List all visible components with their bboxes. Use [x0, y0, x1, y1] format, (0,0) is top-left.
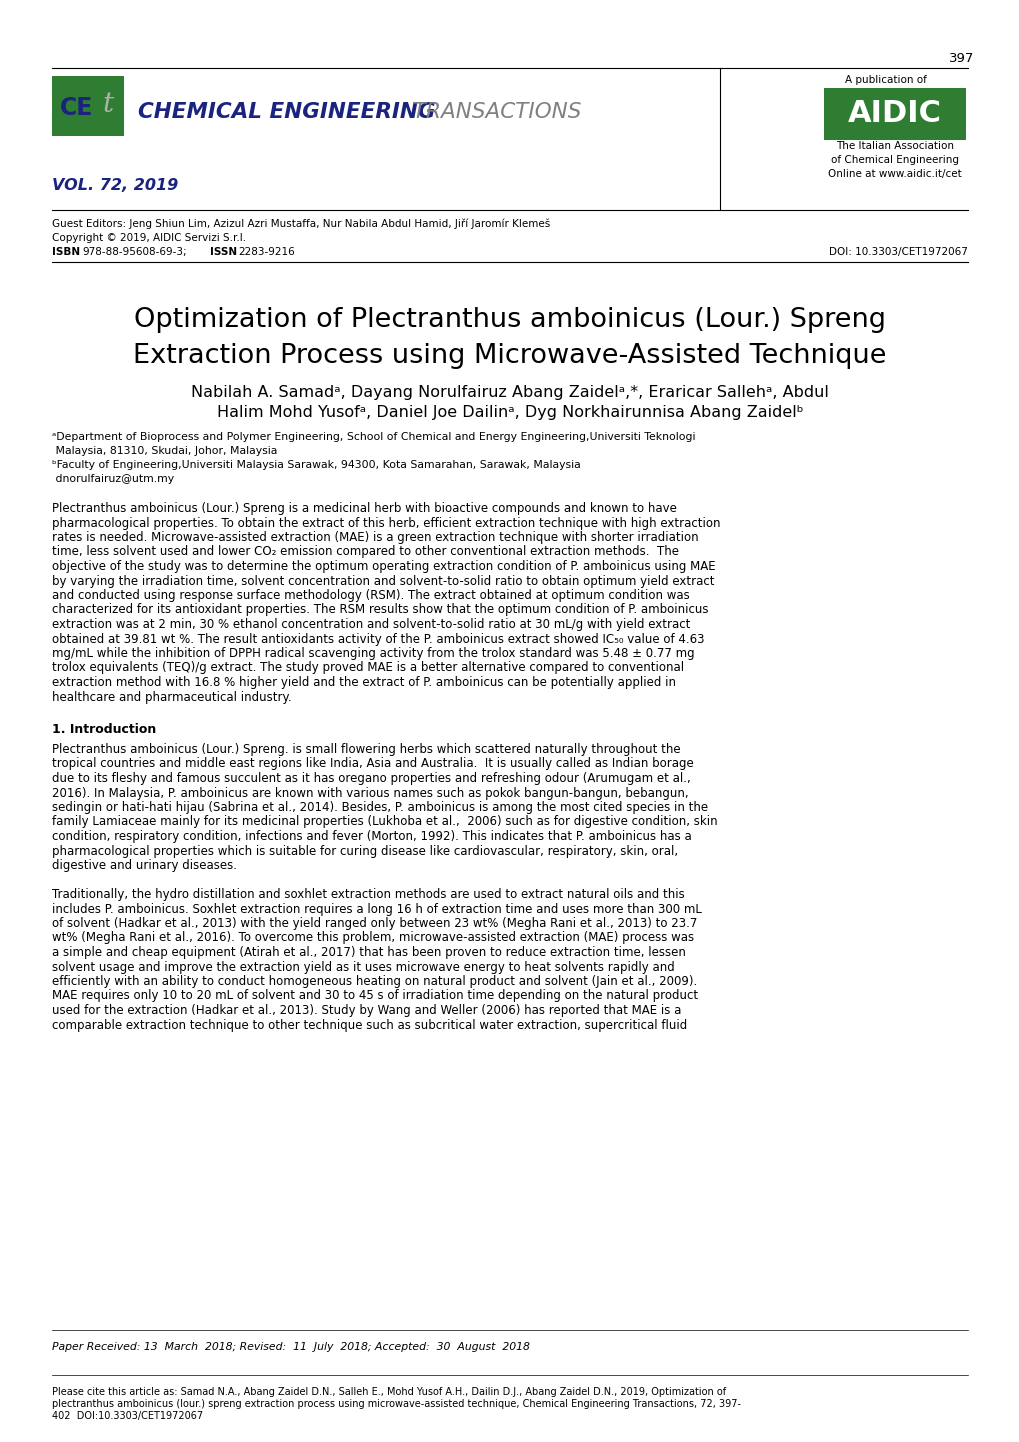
Text: time, less solvent used and lower CO₂ emission compared to other conventional ex: time, less solvent used and lower CO₂ em…	[52, 545, 679, 558]
Text: Guest Editors: Jeng Shiun Lim, Azizul Azri Mustaffa, Nur Nabila Abdul Hamid, Jiř: Guest Editors: Jeng Shiun Lim, Azizul Az…	[52, 219, 549, 229]
Text: trolox equivalents (TEQ)/g extract. The study proved MAE is a better alternative: trolox equivalents (TEQ)/g extract. The …	[52, 662, 684, 675]
Text: pharmacological properties. To obtain the extract of this herb, efficient extrac: pharmacological properties. To obtain th…	[52, 516, 719, 529]
Text: tropical countries and middle east regions like India, Asia and Australia.  It i: tropical countries and middle east regio…	[52, 757, 693, 770]
Text: plectranthus amboinicus (lour.) spreng extraction process using microwave-assist: plectranthus amboinicus (lour.) spreng e…	[52, 1399, 740, 1409]
Text: extraction method with 16.8 % higher yield and the extract of P. amboinicus can : extraction method with 16.8 % higher yie…	[52, 676, 676, 689]
Text: includes P. amboinicus. Soxhlet extraction requires a long 16 h of extraction ti: includes P. amboinicus. Soxhlet extracti…	[52, 903, 701, 916]
Text: Plectranthus amboinicus (Lour.) Spreng. is small flowering herbs which scattered: Plectranthus amboinicus (Lour.) Spreng. …	[52, 743, 680, 756]
Text: TRANSACTIONS: TRANSACTIONS	[406, 102, 581, 123]
Text: ISBN: ISBN	[52, 247, 81, 257]
Text: DOI: 10.3303/CET1972067: DOI: 10.3303/CET1972067	[828, 247, 967, 257]
Text: Nabilah A. Samadᵃ, Dayang Norulfairuz Abang Zaidelᵃ,*, Eraricar Sallehᵃ, Abdul: Nabilah A. Samadᵃ, Dayang Norulfairuz Ab…	[191, 385, 828, 401]
Text: CE: CE	[60, 97, 94, 120]
Text: family Lamiaceae mainly for its medicinal properties (Lukhoba et al.,  2006) suc: family Lamiaceae mainly for its medicina…	[52, 816, 717, 829]
Text: efficiently with an ability to conduct homogeneous heating on natural product an: efficiently with an ability to conduct h…	[52, 975, 697, 988]
Text: 397: 397	[949, 52, 974, 65]
Text: 402  DOI:10.3303/CET1972067: 402 DOI:10.3303/CET1972067	[52, 1412, 203, 1420]
Text: mg/mL while the inhibition of DPPH radical scavenging activity from the trolox s: mg/mL while the inhibition of DPPH radic…	[52, 647, 694, 660]
Text: Halim Mohd Yusofᵃ, Daniel Joe Dailinᵃ, Dyg Norkhairunnisa Abang Zaidelᵇ: Halim Mohd Yusofᵃ, Daniel Joe Dailinᵃ, D…	[216, 405, 803, 421]
Text: and conducted using response surface methodology (RSM). The extract obtained at : and conducted using response surface met…	[52, 588, 689, 601]
Text: Traditionally, the hydro distillation and soxhlet extraction methods are used to: Traditionally, the hydro distillation an…	[52, 888, 684, 901]
Text: Optimization of Plectranthus amboinicus (Lour.) Spreng: Optimization of Plectranthus amboinicus …	[133, 307, 886, 333]
Text: due to its fleshy and famous succulent as it has oregano properties and refreshi: due to its fleshy and famous succulent a…	[52, 771, 690, 784]
Text: AIDIC: AIDIC	[847, 99, 942, 128]
Text: sedingin or hati-hati hijau (Sabrina et al., 2014). Besides, P. amboinicus is am: sedingin or hati-hati hijau (Sabrina et …	[52, 800, 707, 813]
Text: CHEMICAL ENGINEERING: CHEMICAL ENGINEERING	[138, 102, 435, 123]
Text: Paper Received: 13  March  2018; Revised:  11  July  2018; Accepted:  30  August: Paper Received: 13 March 2018; Revised: …	[52, 1343, 529, 1353]
Text: ᵇFaculty of Engineering,Universiti Malaysia Sarawak, 94300, Kota Samarahan, Sara: ᵇFaculty of Engineering,Universiti Malay…	[52, 460, 580, 470]
Text: of solvent (Hadkar et al., 2013) with the yield ranged only between 23 wt% (Megh: of solvent (Hadkar et al., 2013) with th…	[52, 917, 697, 930]
Text: Malaysia, 81310, Skudai, Johor, Malaysia: Malaysia, 81310, Skudai, Johor, Malaysia	[52, 446, 277, 456]
Text: by varying the irradiation time, solvent concentration and solvent-to-solid rati: by varying the irradiation time, solvent…	[52, 574, 713, 587]
Text: objective of the study was to determine the optimum operating extraction conditi: objective of the study was to determine …	[52, 559, 715, 572]
Text: A publication of: A publication of	[844, 75, 926, 85]
Text: condition, respiratory condition, infections and fever (Morton, 1992). This indi: condition, respiratory condition, infect…	[52, 831, 691, 844]
Text: obtained at 39.81 wt %. The result antioxidants activity of the P. amboinicus ex: obtained at 39.81 wt %. The result antio…	[52, 633, 704, 646]
Text: Plectranthus amboinicus (Lour.) Spreng is a medicinal herb with bioactive compou: Plectranthus amboinicus (Lour.) Spreng i…	[52, 502, 677, 515]
Text: VOL. 72, 2019: VOL. 72, 2019	[52, 177, 178, 192]
Text: healthcare and pharmaceutical industry.: healthcare and pharmaceutical industry.	[52, 691, 291, 704]
Text: rates is needed. Microwave-assisted extraction (MAE) is a green extraction techn: rates is needed. Microwave-assisted extr…	[52, 531, 698, 544]
Text: wt% (Megha Rani et al., 2016). To overcome this problem, microwave-assisted extr: wt% (Megha Rani et al., 2016). To overco…	[52, 932, 694, 945]
Bar	[823, 88, 965, 140]
Text: ISSN: ISSN	[210, 247, 236, 257]
Text: a simple and cheap equipment (Atirah et al., 2017) that has been proven to reduc: a simple and cheap equipment (Atirah et …	[52, 946, 685, 959]
Text: 2016). In Malaysia, P. amboinicus are known with various names such as pokok ban: 2016). In Malaysia, P. amboinicus are kn…	[52, 786, 688, 799]
Text: Extraction Process using Microwave-Assisted Technique: Extraction Process using Microwave-Assis…	[133, 343, 886, 369]
Text: Please cite this article as: Samad N.A., Abang Zaidel D.N., Salleh E., Mohd Yuso: Please cite this article as: Samad N.A.,…	[52, 1387, 726, 1397]
Text: solvent usage and improve the extraction yield as it uses microwave energy to he: solvent usage and improve the extraction…	[52, 960, 675, 973]
Text: The Italian Association
of Chemical Engineering
Online at www.aidic.it/cet: The Italian Association of Chemical Engi…	[827, 141, 961, 179]
Text: comparable extraction technique to other technique such as subcritical water ext: comparable extraction technique to other…	[52, 1018, 687, 1031]
Bar	[52, 76, 124, 136]
Text: t: t	[102, 91, 113, 117]
Text: 2283-9216: 2283-9216	[237, 247, 294, 257]
Text: extraction was at 2 min, 30 % ethanol concentration and solvent-to-solid ratio a: extraction was at 2 min, 30 % ethanol co…	[52, 619, 690, 632]
Text: Copyright © 2019, AIDIC Servizi S.r.l.: Copyright © 2019, AIDIC Servizi S.r.l.	[52, 234, 246, 244]
Text: dnorulfairuz@utm.my: dnorulfairuz@utm.my	[52, 474, 174, 485]
Text: digestive and urinary diseases.: digestive and urinary diseases.	[52, 859, 236, 872]
Text: 1. Introduction: 1. Introduction	[52, 722, 156, 735]
Text: ᵃDepartment of Bioprocess and Polymer Engineering, School of Chemical and Energy: ᵃDepartment of Bioprocess and Polymer En…	[52, 433, 695, 443]
Text: pharmacological properties which is suitable for curing disease like cardiovascu: pharmacological properties which is suit…	[52, 845, 678, 858]
Text: 978-88-95608-69-3;: 978-88-95608-69-3;	[82, 247, 186, 257]
Text: used for the extraction (Hadkar et al., 2013). Study by Wang and Weller (2006) h: used for the extraction (Hadkar et al., …	[52, 1004, 681, 1017]
Text: characterized for its antioxidant properties. The RSM results show that the opti: characterized for its antioxidant proper…	[52, 604, 708, 617]
Text: MAE requires only 10 to 20 mL of solvent and 30 to 45 s of irradiation time depe: MAE requires only 10 to 20 mL of solvent…	[52, 989, 697, 1002]
